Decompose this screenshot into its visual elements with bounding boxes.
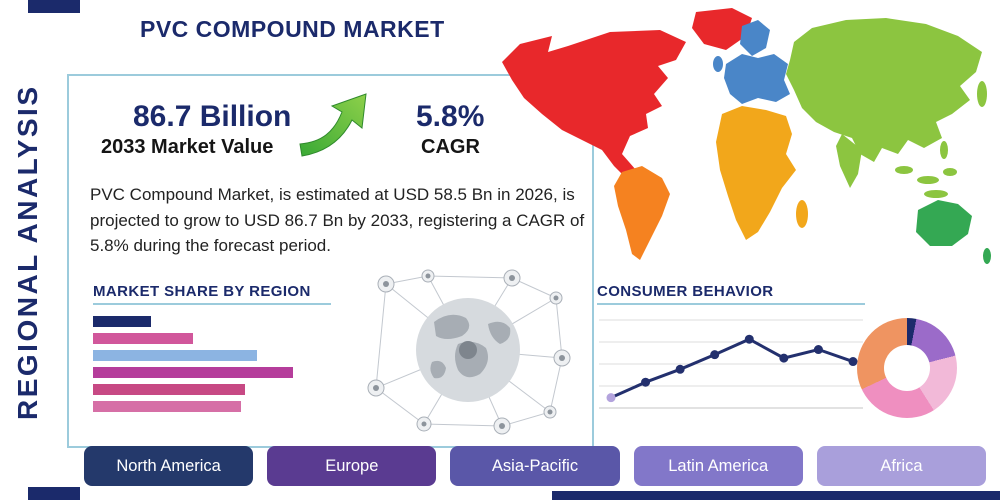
market-value-label: 2033 Market Value [101, 136, 274, 158]
cagr-label: CAGR [421, 136, 480, 158]
map-south-america [614, 166, 670, 260]
region-button-latin-america[interactable]: Latin America [633, 446, 803, 486]
market-share-bar-4 [93, 367, 293, 378]
market-share-bar-3 [93, 350, 257, 361]
map-scandinavia [740, 20, 770, 56]
map-island-2 [917, 176, 939, 184]
region-buttons: North America Europe Asia-Pacific Latin Ame… [84, 446, 987, 486]
map-island-1 [895, 166, 913, 174]
chart-gridlines [599, 319, 863, 409]
decor-bar-bottom-right [552, 491, 1000, 500]
market-share-bar-1 [93, 316, 151, 327]
map-island-4 [924, 190, 948, 198]
map-new-zealand [983, 248, 991, 264]
market-value-stat: 86.7 Billion [133, 100, 292, 133]
decor-bar-top-left [28, 0, 80, 13]
side-label-regional-analysis: REGIONAL ANALYSIS [12, 84, 43, 420]
market-share-bars [93, 316, 293, 418]
market-share-bar-6 [93, 401, 241, 412]
world-map [502, 8, 991, 264]
map-island-3 [943, 168, 957, 176]
map-madagascar [796, 200, 808, 228]
page-title: PVC COMPOUND MARKET [140, 16, 445, 42]
map-australia [916, 200, 972, 246]
region-button-africa[interactable]: Africa [816, 446, 987, 486]
line-marker-4 [710, 350, 720, 360]
consumer-behavior-underline [597, 303, 865, 305]
cagr-stat: 5.8% [416, 100, 485, 133]
consumer-behavior-title: CONSUMER BEHAVIOR [597, 283, 774, 300]
market-share-title: MARKET SHARE BY REGION [93, 283, 311, 300]
map-india [836, 134, 862, 188]
map-africa [716, 106, 796, 240]
line-marker-5 [744, 334, 754, 344]
line-marker-6 [779, 353, 789, 363]
line-marker-3 [675, 364, 685, 374]
line-marker-8 [848, 357, 858, 367]
map-north-america [502, 30, 686, 178]
region-button-north-america[interactable]: North America [84, 446, 254, 486]
donut-hole [884, 345, 930, 391]
consumer-behavior-line [610, 337, 854, 400]
market-description: PVC Compound Market, is estimated at USD… [90, 185, 585, 255]
donut-chart [857, 318, 957, 418]
consumer-behavior-chart [599, 319, 863, 409]
line-marker-2 [641, 377, 651, 387]
line-marker-1 [606, 393, 616, 403]
map-asia [786, 18, 982, 162]
line-marker-7 [813, 345, 823, 355]
map-japan [977, 81, 987, 107]
decor-bar-bottom-left [28, 487, 80, 500]
growth-arrow-icon [296, 86, 372, 162]
map-uk [713, 56, 723, 72]
map-philippines [940, 141, 948, 159]
map-greenland [692, 8, 752, 50]
network-nodes [367, 269, 571, 435]
market-share-bar-5 [93, 384, 245, 395]
market-share-bar-2 [93, 333, 193, 344]
region-button-asia-pacific[interactable]: Asia-Pacific [450, 446, 620, 486]
region-button-europe[interactable]: Europe [267, 446, 437, 486]
market-share-underline [93, 303, 331, 305]
globe-network-graphic [367, 269, 571, 435]
map-europe [724, 54, 790, 104]
